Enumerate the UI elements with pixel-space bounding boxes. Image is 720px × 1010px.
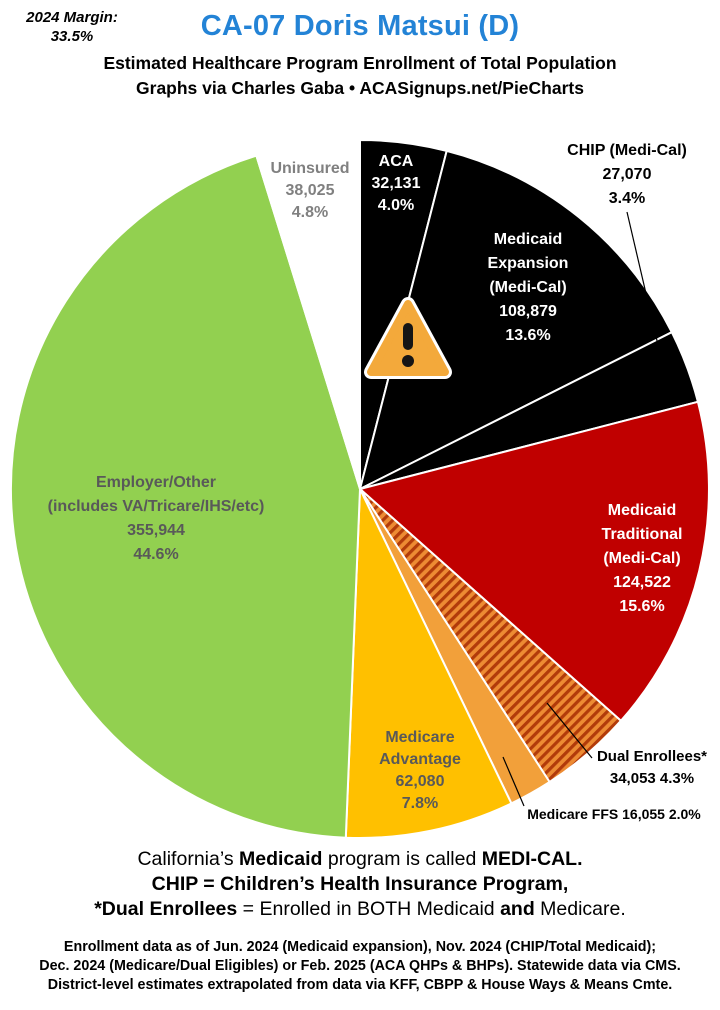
notes-block: California’s Medicaid program is called … [0,847,720,922]
pie-label-aca: ACA 32,131 4.0% [372,153,421,214]
warning-icon [364,297,452,379]
pie-label-medicaid-expansion: Medicaid Expansion (Medi-Cal) 108,879 13.6% [488,231,569,344]
credit-line: Graphs via Charles Gaba • ACASignups.net… [136,78,584,98]
pie-label-medicare-ffs: Medicare FFS 16,055 2.0% [527,806,701,822]
pie-label-medicaid-traditional: Medicaid Traditional (Medi-Cal) 124,522 15.6… [602,502,683,615]
page-title: CA-07 Doris Matsui (D) [200,10,520,42]
pie-label-medicare-advantage: Medicare Advantage 62,080 7.8% [379,729,461,812]
pie-slice-employer-other [10,154,361,839]
exclamation-bar [403,323,413,350]
note-line: California’s Medicaid program is called … [137,848,583,870]
pie-label-chip: CHIP (Medi-Cal) 27,070 3.4% [567,142,687,207]
pie-slices [10,138,710,839]
pie-slice-medicare-advantage [344,488,513,839]
exclamation-dot [402,355,414,367]
pie-slice-medicaid-traditional [359,400,710,722]
pie-slice-medicaid-expansion [359,149,673,490]
note-line: CHIP = Children’s Health Insurance Progr… [151,873,569,895]
pie-label-uninsured: Uninsured 38,025 4.8% [270,160,349,221]
subtitle: Estimated Healthcare Program Enrollment … [103,53,617,73]
pie-label-employer-other: Employer/Other (includes VA/Tricare/IHS/e… [48,474,265,563]
footnote-line: District-level estimates extrapolated fr… [47,977,673,993]
footnote-block: Enrollment data as of Jun. 2024 (Medicai… [0,938,720,995]
margin-note: 2024 Margin: 33.5% [12,8,132,46]
pie-label-dual-enrollees: Dual Enrollees* 34,053 4.3% [597,748,707,787]
pie-slice-uninsured [255,138,361,490]
footnote-line: Dec. 2024 (Medicare/Dual Eligibles) or F… [39,958,681,974]
margin-value: 33.5% [50,28,94,45]
leader-line [546,702,593,759]
note-line: *Dual Enrollees = Enrolled in BOTH Medic… [94,898,626,920]
leader-line [626,211,659,346]
footnote-line: Enrollment data as of Jun. 2024 (Medicai… [63,939,657,955]
margin-label: 2024 Margin: [26,9,118,26]
leader-line [502,756,525,807]
